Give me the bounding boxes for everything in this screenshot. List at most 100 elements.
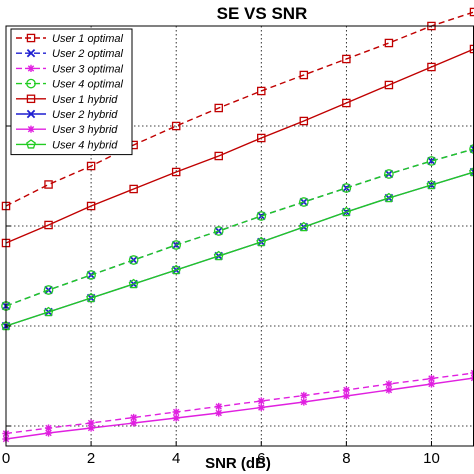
legend-marker (26, 78, 36, 89)
series-user-3-optimal (2, 369, 474, 438)
data-point (214, 103, 223, 113)
series-line (5, 377, 474, 440)
data-point (341, 183, 352, 193)
data-point (342, 54, 351, 64)
legend-box (10, 28, 133, 156)
series-user-2-optimal (1, 144, 474, 311)
legend-entry: User 3 optimal (16, 63, 123, 75)
legend: User 1 optimal User 2 optimal User 3 optim… (10, 28, 133, 156)
data-point (130, 413, 138, 422)
legend-marker (26, 48, 36, 58)
data-point (426, 156, 437, 166)
series-user-3-hybrid (2, 374, 474, 443)
data-point (172, 408, 180, 416)
data-point (44, 424, 53, 432)
data-point (171, 121, 181, 131)
data-point (215, 409, 223, 417)
data-point (130, 419, 138, 427)
legend-label: User 3 hybrid (52, 124, 118, 136)
data-point (43, 285, 54, 295)
data-point (44, 429, 53, 437)
x-tick-label: 4 (172, 450, 180, 467)
series-user-4-optimal (1, 144, 474, 311)
data-point (342, 98, 351, 108)
legend-entry: User 1 optimal (16, 33, 123, 45)
data-point (385, 380, 393, 388)
data-point (298, 221, 309, 232)
data-point (427, 380, 436, 388)
legend-marker (27, 64, 35, 72)
legend-marker (27, 125, 35, 133)
legend-marker (26, 94, 36, 104)
data-point (384, 80, 394, 90)
data-point (213, 226, 224, 236)
data-point (342, 392, 350, 400)
data-point (257, 86, 266, 96)
data-point (469, 166, 474, 177)
data-point (385, 386, 393, 394)
data-point (427, 62, 436, 72)
legend-marker (26, 33, 36, 43)
x-tick-label: 0 (2, 450, 10, 467)
data-point (86, 201, 96, 211)
data-point (171, 240, 182, 250)
data-point (214, 151, 223, 161)
legend-label: User 2 hybrid (52, 109, 118, 121)
data-point (342, 386, 350, 394)
data-point (257, 397, 265, 405)
x-tick-label: 8 (342, 450, 350, 467)
data-point (384, 169, 394, 179)
series-user-1-hybrid (1, 44, 474, 248)
legend-marker (26, 139, 36, 149)
data-point (172, 414, 180, 422)
legend-entry: User 2 optimal (16, 48, 123, 60)
data-point (384, 38, 394, 48)
data-point (44, 220, 53, 230)
series-line (5, 372, 474, 435)
x-axis-label: SNR (dB) (205, 455, 271, 472)
data-point (215, 402, 223, 411)
data-point (86, 161, 96, 171)
series-line (5, 148, 474, 307)
chart-title: SE VS SNR (217, 4, 308, 23)
data-point (383, 192, 394, 203)
data-point (213, 250, 224, 261)
data-point (426, 179, 437, 190)
x-axis-ticks: 0 2 4 6 8 10 (2, 125, 440, 467)
data-point (427, 374, 436, 383)
data-point (299, 70, 309, 80)
data-point (256, 236, 267, 247)
series-line (5, 48, 474, 244)
series-line (5, 11, 474, 207)
data-point (298, 197, 309, 207)
data-point (427, 156, 436, 166)
series-user-4-hybrid (1, 166, 474, 331)
series-line (5, 148, 474, 307)
series-line (5, 171, 474, 327)
legend-entry: User 4 optimal (16, 79, 123, 91)
data-point (256, 211, 267, 221)
data-point (257, 403, 265, 412)
legend-label: User 1 hybrid (52, 94, 118, 106)
data-point (129, 184, 138, 194)
x-tick-label: 10 (423, 450, 440, 467)
x-tick-label: 2 (87, 450, 95, 467)
data-point (86, 270, 96, 280)
data-point (128, 255, 139, 265)
legend-entry: User 4 hybrid (16, 139, 118, 151)
data-point (300, 391, 308, 400)
x-tick-label: 6 (257, 450, 265, 467)
legend-label: User 1 optimal (52, 33, 123, 45)
data-point (469, 144, 474, 154)
data-point (86, 292, 97, 303)
data-point (341, 206, 352, 217)
legend-entry: User 3 hybrid (16, 124, 118, 136)
data-point (257, 133, 266, 143)
legend-label: User 4 optimal (52, 79, 123, 91)
legend-entry: User 1 hybrid (16, 94, 118, 106)
legend-label: User 3 optimal (52, 63, 123, 75)
data-point (87, 424, 95, 432)
legend-marker (26, 109, 36, 119)
data-point (43, 306, 54, 317)
